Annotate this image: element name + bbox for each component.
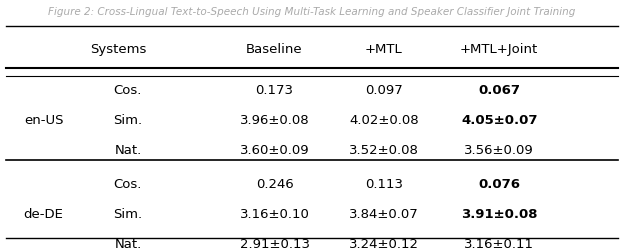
Text: Baseline: Baseline — [246, 43, 303, 56]
Text: 3.16±0.10: 3.16±0.10 — [240, 208, 310, 221]
Text: 0.173: 0.173 — [256, 84, 293, 97]
Text: Sim.: Sim. — [114, 208, 142, 221]
Text: 3.52±0.08: 3.52±0.08 — [349, 144, 419, 156]
Text: 3.56±0.09: 3.56±0.09 — [464, 144, 534, 156]
Text: 3.96±0.08: 3.96±0.08 — [240, 114, 310, 127]
Text: Nat.: Nat. — [114, 238, 142, 248]
Text: 4.05±0.07: 4.05±0.07 — [461, 114, 537, 127]
Text: 4.02±0.08: 4.02±0.08 — [349, 114, 419, 127]
Text: Sim.: Sim. — [114, 114, 142, 127]
Text: 3.24±0.12: 3.24±0.12 — [349, 238, 419, 248]
Text: +MTL+Joint: +MTL+Joint — [460, 43, 539, 56]
Text: Cos.: Cos. — [114, 84, 142, 97]
Text: Nat.: Nat. — [114, 144, 142, 156]
Text: 3.16±0.11: 3.16±0.11 — [464, 238, 534, 248]
Text: 0.067: 0.067 — [478, 84, 520, 97]
Text: Systems: Systems — [90, 43, 147, 56]
Text: 3.84±0.07: 3.84±0.07 — [349, 208, 419, 221]
Text: Cos.: Cos. — [114, 178, 142, 191]
Text: 0.097: 0.097 — [365, 84, 402, 97]
Text: +MTL: +MTL — [365, 43, 402, 56]
Text: de-DE: de-DE — [24, 208, 64, 221]
Text: 0.076: 0.076 — [478, 178, 520, 191]
Text: 3.60±0.09: 3.60±0.09 — [240, 144, 310, 156]
Text: en-US: en-US — [24, 114, 64, 127]
Text: 3.91±0.08: 3.91±0.08 — [461, 208, 537, 221]
Text: 0.246: 0.246 — [256, 178, 293, 191]
Text: 0.113: 0.113 — [365, 178, 402, 191]
Text: 2.91±0.13: 2.91±0.13 — [240, 238, 310, 248]
Text: Figure 2: Cross-Lingual Text-to-Speech Using Multi-Task Learning and Speaker Cla: Figure 2: Cross-Lingual Text-to-Speech U… — [48, 7, 576, 17]
